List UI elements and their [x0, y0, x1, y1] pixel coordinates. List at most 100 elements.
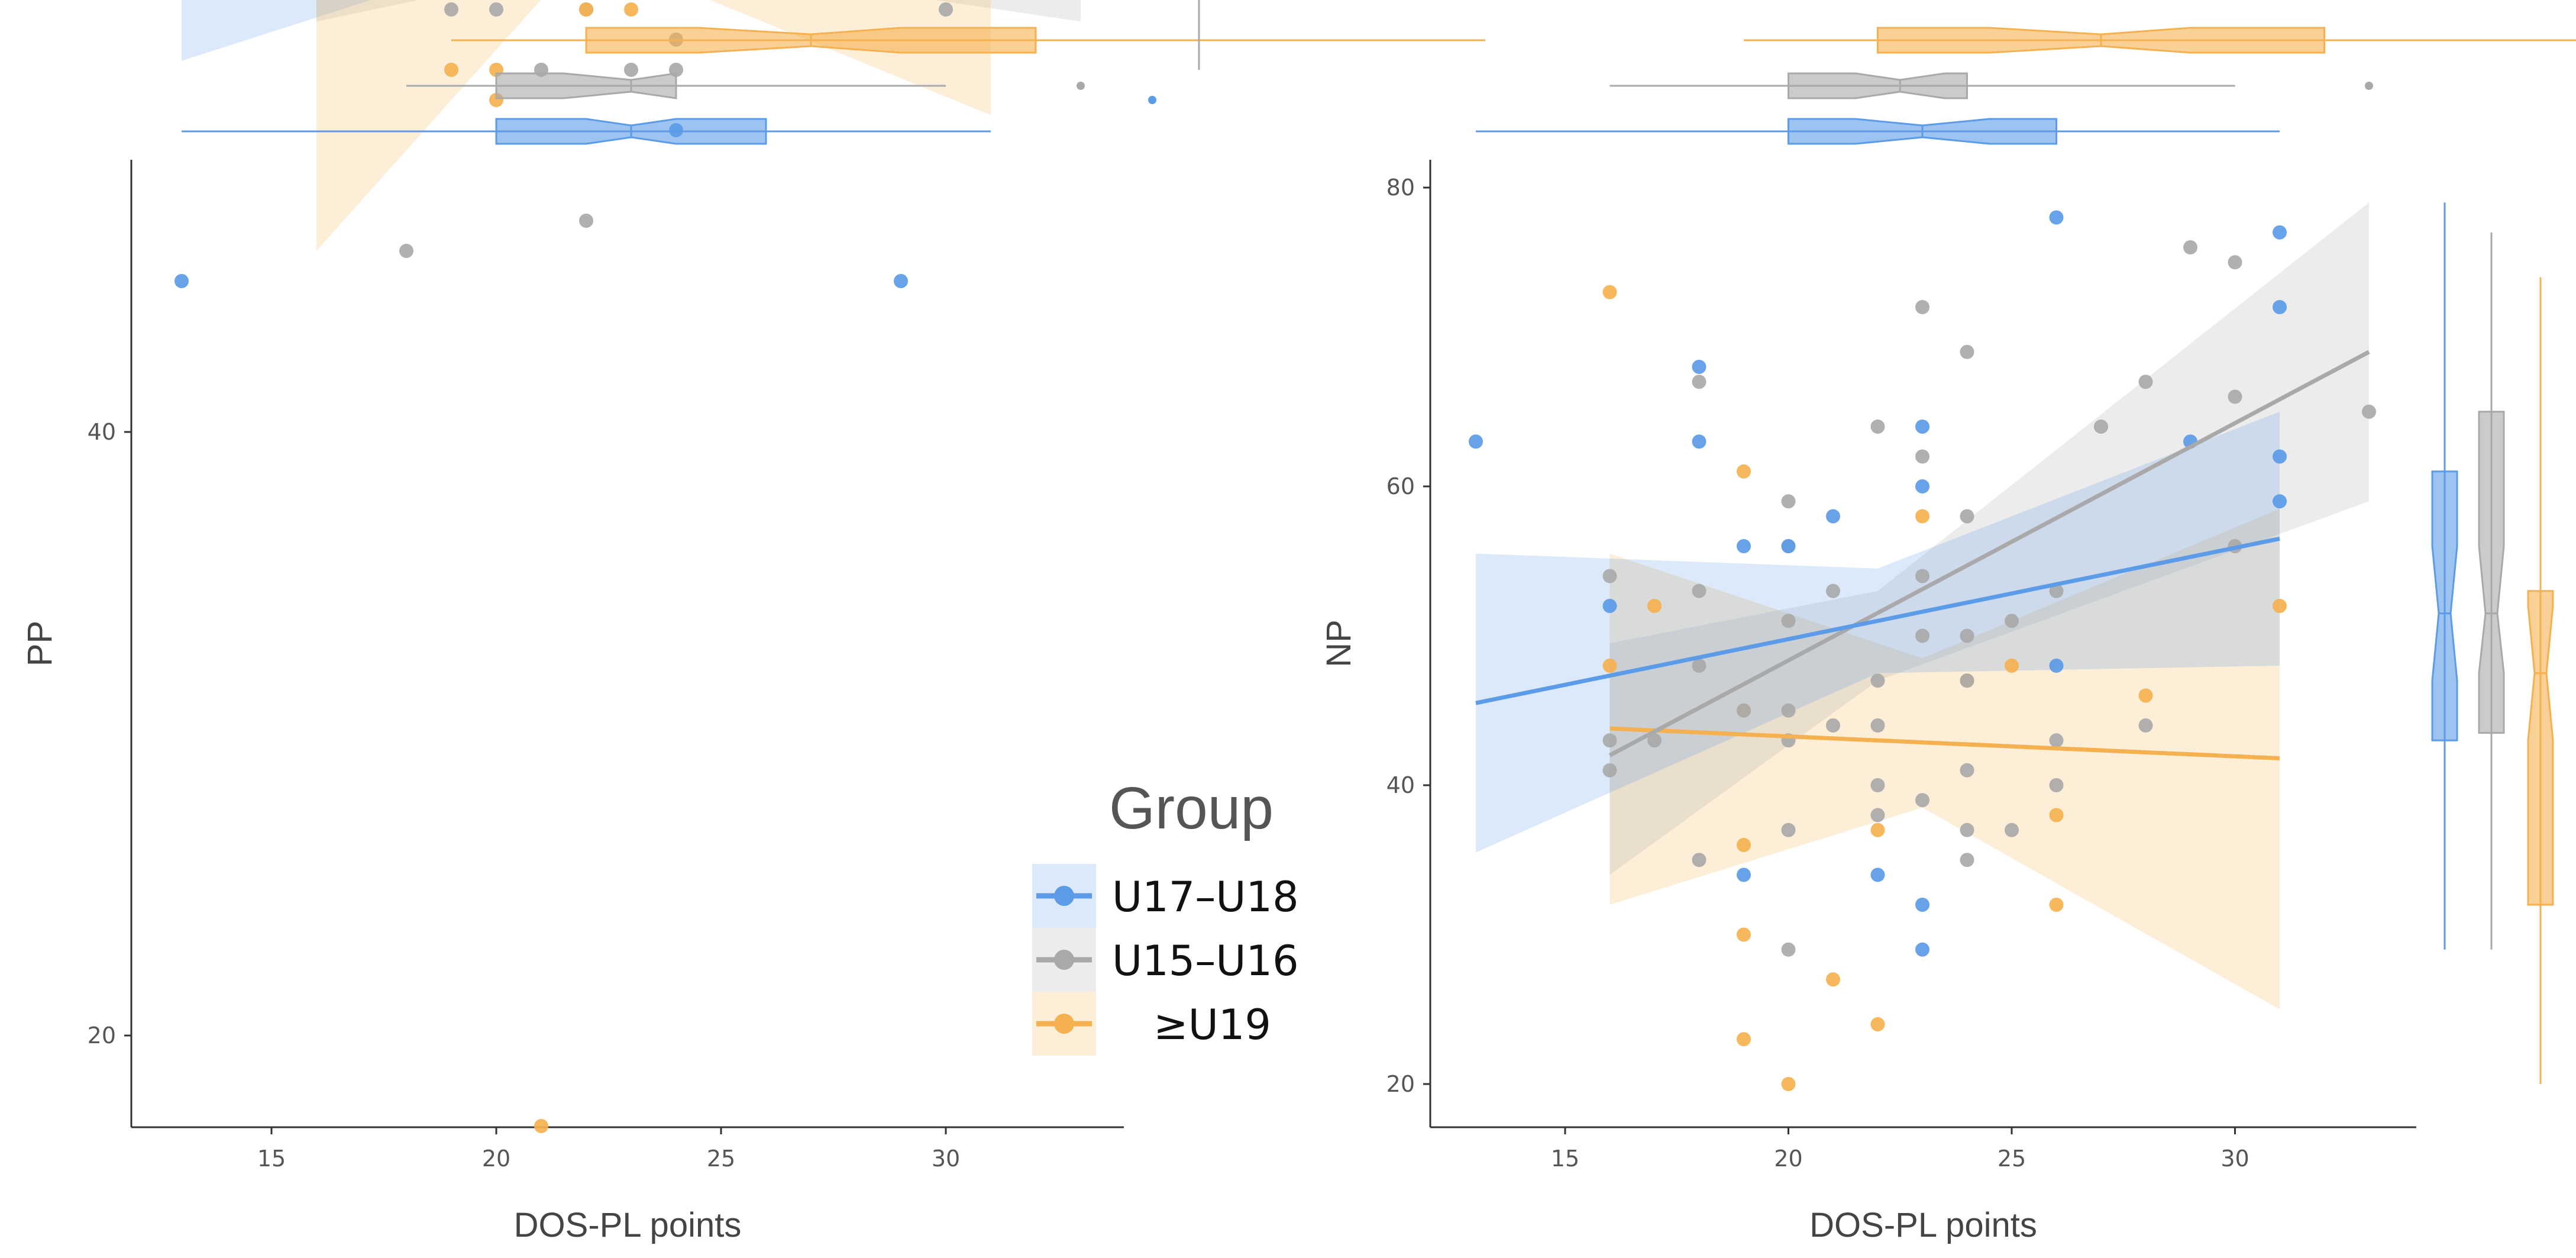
data-point-u15-u16: [1915, 300, 1929, 314]
confidence-band-u17-u18: [1476, 411, 2280, 853]
confidence-band-u19-plus: [316, 0, 991, 251]
data-point-u15-u16: [1870, 778, 1885, 792]
confidence-band-u19-plus: [1609, 508, 2280, 1009]
data-point-u15-u16: [1692, 853, 1706, 867]
data-point-u19-plus: [2138, 688, 2153, 703]
data-point-u17-u18: [2049, 210, 2064, 225]
x-axis-title: DOS-PL points: [514, 1206, 742, 1244]
data-point-u19-plus: [1737, 464, 1751, 479]
x-tick-label: 30: [932, 1146, 960, 1172]
top-box-u15-u16: [495, 72, 677, 99]
data-point-u15-u16: [1960, 628, 1974, 643]
data-point-u15-u16: [399, 244, 413, 258]
data-point-u15-u16: [1826, 718, 1840, 733]
data-point-u15-u16: [1915, 628, 1929, 643]
data-point-u15-u16: [2005, 614, 2019, 628]
x-tick-label: 30: [2221, 1146, 2249, 1172]
fit-line-u17-u18: [1475, 536, 2280, 705]
data-point-u19-plus: [579, 2, 593, 17]
legend-key-dot: [1054, 950, 1074, 970]
data-point-u15-u16: [1870, 718, 1885, 733]
data-point-u19-plus: [1870, 1017, 1885, 1031]
data-point-u17-u18: [1915, 898, 1929, 912]
legend-key-u17-u18: [1032, 864, 1096, 928]
side-box-u19-plus: [2527, 590, 2554, 906]
data-point-u15-u16: [2362, 404, 2376, 419]
data-point-u19-plus: [1915, 509, 1929, 524]
data-point-u15-u16: [1915, 793, 1929, 808]
data-point-u15-u16: [1870, 673, 1885, 688]
data-point-u15-u16: [1737, 703, 1751, 718]
x-tick-label: 15: [257, 1146, 286, 1172]
data-point-u15-u16: [1960, 853, 1974, 867]
data-point-u19-plus: [1870, 822, 1885, 837]
data-point-u15-u16: [1781, 703, 1796, 718]
data-point-u17-u18: [1870, 867, 1885, 882]
y-tick-label: 20: [88, 1022, 116, 1049]
x-axis-title: DOS-PL points: [1809, 1206, 2037, 1244]
data-point-u19-plus: [2273, 599, 2287, 613]
y-tick-label: 60: [1386, 473, 1415, 499]
data-point-u15-u16: [2049, 778, 2064, 792]
data-point-u15-u16: [939, 2, 953, 17]
data-point-u15-u16: [1692, 659, 1706, 673]
data-point-u15-u16: [1781, 822, 1796, 837]
side-box-outlier-u17-u18: [1148, 96, 1156, 104]
legend-key-dot: [1054, 886, 1074, 906]
data-point-u17-u18: [1469, 434, 1483, 449]
data-point-u19-plus: [1737, 927, 1751, 942]
data-point-u17-u18: [2273, 449, 2287, 464]
legend-label-u17-u18: U17–U18: [1112, 873, 1299, 921]
data-point-u19-plus: [2049, 808, 2064, 822]
x-tick-label: 20: [1774, 1146, 1802, 1172]
side-box-u15-u16: [2478, 411, 2505, 734]
data-point-u15-u16: [2005, 822, 2019, 837]
legend-key-u15-u16: [1032, 928, 1096, 992]
legend-label-u19-plus: ≥U19: [1153, 1001, 1271, 1049]
data-point-u19-plus: [534, 1119, 548, 1133]
data-point-u17-u18: [1737, 539, 1751, 553]
panel-np: 15 20 25 30 20 40 60 80 DOS-PL points NP: [1320, 27, 2576, 1244]
data-point-u17-u18: [894, 274, 908, 288]
legend-key-dot: [1054, 1014, 1074, 1034]
data-point-u15-u16: [1692, 583, 1706, 598]
data-point-u15-u16: [1647, 733, 1662, 748]
data-point-u15-u16: [2228, 389, 2242, 404]
data-point-u15-u16: [1781, 494, 1796, 509]
y-tick-label: 80: [1386, 175, 1415, 201]
data-point-u17-u18: [1915, 479, 1929, 493]
data-point-u15-u16: [1960, 509, 1974, 524]
x-tick-label: 15: [1551, 1146, 1579, 1172]
data-point-u17-u18: [1781, 539, 1796, 553]
data-point-u17-u18: [2273, 300, 2287, 314]
data-point-u17-u18: [1826, 509, 1840, 524]
data-point-u19-plus: [2005, 659, 2019, 673]
legend: Group U17–U18 U15–U16 ≥U19: [1032, 775, 1299, 1056]
data-point-u15-u16: [2138, 718, 2153, 733]
data-point-u15-u16: [1960, 344, 1974, 359]
y-axis-title: PP: [21, 621, 59, 666]
data-point-u15-u16: [1915, 569, 1929, 583]
data-point-u15-u16: [1870, 420, 1885, 434]
top-box-u15-u16: [1788, 72, 1968, 99]
data-point-u17-u18: [1692, 360, 1706, 374]
panel-pp: 15 20 25 30 20 40 60 DOS-PL points PP: [21, 0, 1485, 1244]
data-point-u15-u16: [1826, 583, 1840, 598]
data-point-u19-plus: [1602, 659, 1617, 673]
data-point-u19-plus: [1737, 838, 1751, 852]
x-tick-label: 20: [482, 1146, 510, 1172]
data-point-u15-u16: [1692, 375, 1706, 389]
x-tick-label: 25: [1998, 1146, 2026, 1172]
data-point-u19-plus: [1826, 972, 1840, 987]
legend-label-u15-u16: U15–U16: [1112, 937, 1299, 985]
data-point-u19-plus: [1647, 599, 1662, 613]
confidence-band-u15-u16: [316, 0, 1081, 22]
fit-line-u15-u16: [1608, 350, 2370, 757]
top-box-outlier-u15-u16: [1077, 82, 1085, 90]
legend-key-u19-plus: [1032, 992, 1096, 1056]
data-point-u15-u16: [1602, 733, 1617, 748]
data-point-u15-u16: [1960, 822, 1974, 837]
data-point-u15-u16: [1915, 449, 1929, 464]
data-point-u15-u16: [1781, 614, 1796, 628]
